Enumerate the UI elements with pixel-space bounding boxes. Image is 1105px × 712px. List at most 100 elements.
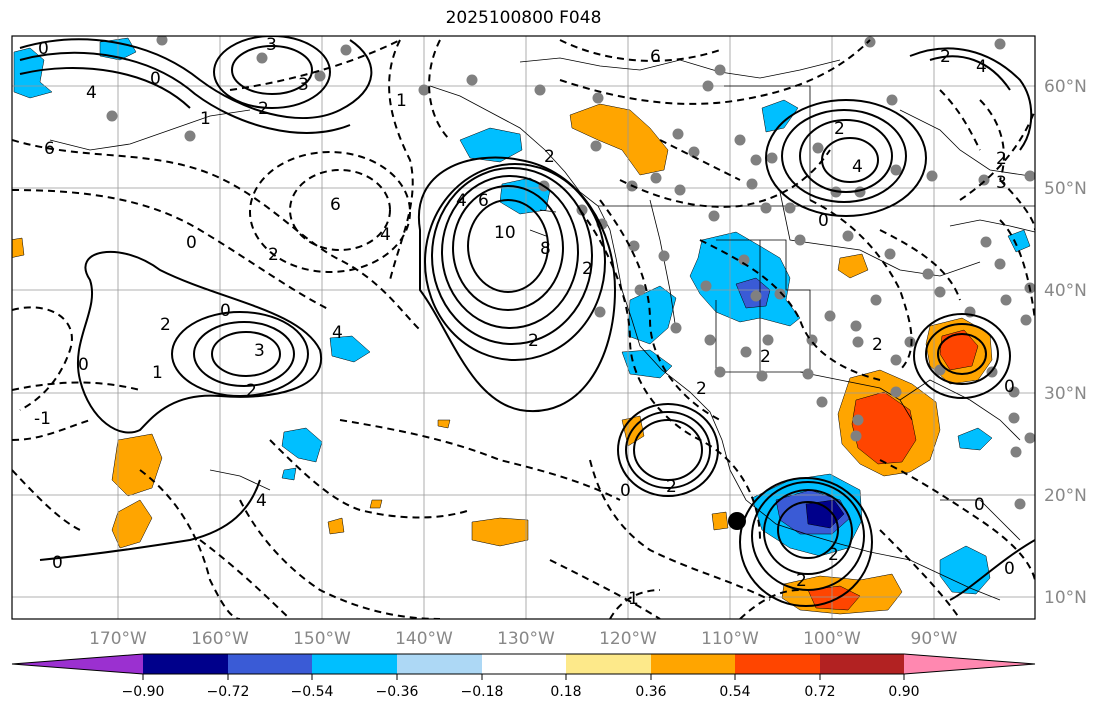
contour-label: 1 xyxy=(200,109,211,129)
colorbar: −0.90 −0.72 −0.54 −0.36 −0.18 0.18 0.36 … xyxy=(11,653,1036,700)
contour-label: 4 xyxy=(256,491,267,511)
lat-tick: 60°N xyxy=(1044,77,1087,97)
contour-label: 1 xyxy=(628,589,639,609)
shade-negative xyxy=(957,427,993,451)
contour-label: 3 xyxy=(298,75,309,95)
contour-label: 2 xyxy=(528,331,539,351)
lat-tick: 10°N xyxy=(1044,588,1087,608)
lon-tick: 100°W xyxy=(803,629,861,649)
contour-label: 2 xyxy=(582,259,593,279)
contour-label: 3 xyxy=(254,341,265,361)
contour-label: 6 xyxy=(650,47,661,67)
colorbar-segment xyxy=(651,654,735,674)
colorbar-label: 0.36 xyxy=(635,684,666,700)
colorbar-label: −0.18 xyxy=(461,684,504,700)
shade-positive xyxy=(111,433,163,497)
colorbar-segment xyxy=(397,654,482,674)
station-dots xyxy=(106,36,1035,510)
colorbar-label: −0.90 xyxy=(122,684,165,700)
contour-label: 2 xyxy=(996,149,1007,169)
lon-tick: 170°W xyxy=(89,629,147,649)
lat-tick: 20°N xyxy=(1044,486,1087,506)
shade-negative xyxy=(281,427,323,463)
contour-label: 0 xyxy=(186,233,197,253)
contour-label: 3 xyxy=(996,173,1007,193)
shade-positive xyxy=(437,419,451,429)
contour-label: 4 xyxy=(332,323,343,343)
shade-positive xyxy=(111,499,153,549)
lat-tick: 30°N xyxy=(1044,384,1087,404)
contour-label: 0 xyxy=(52,553,63,573)
contour-label: 2 xyxy=(696,379,707,399)
contour-label: 0 xyxy=(1004,377,1015,397)
contour-label: 2 xyxy=(828,545,839,565)
contour-label: 6 xyxy=(478,191,489,211)
contour-label: 0 xyxy=(150,69,161,89)
lat-tick: 40°N xyxy=(1044,281,1087,301)
shade-positive xyxy=(837,253,869,279)
contour-label: 0 xyxy=(620,481,631,501)
shade-negative xyxy=(689,231,801,327)
contour-label: 4 xyxy=(380,225,391,245)
lon-tick: 110°W xyxy=(701,629,759,649)
dashed-contours xyxy=(12,39,1035,619)
map-plot-area: 0 3 3 0 4 1 2 6 2 1 4 6 0 2 4 10 8 2 6 2… xyxy=(12,35,1035,619)
contour-label: 0 xyxy=(220,301,231,321)
lon-tick: 120°W xyxy=(599,629,657,649)
colorbar-segment xyxy=(228,654,312,674)
lon-tick: 150°W xyxy=(293,629,351,649)
lon-tick: 90°W xyxy=(911,629,958,649)
colorbar-label: 0.90 xyxy=(888,684,919,700)
contour-label: 4 xyxy=(852,157,863,177)
shade-negative xyxy=(13,47,53,99)
colorbar-segment xyxy=(820,654,904,674)
contour-label: 2 xyxy=(160,315,171,335)
coastlines xyxy=(49,57,1035,601)
lat-tick-labels: 60°N 50°N 40°N 30°N 20°N 10°N xyxy=(1044,77,1087,608)
contour-label: 3 xyxy=(266,35,277,55)
lon-tick: 130°W xyxy=(497,629,555,649)
colorbar-label: 0.18 xyxy=(550,684,581,700)
contour-label: 0 xyxy=(78,355,89,375)
shade-positive xyxy=(471,517,529,547)
contour-label: 2 xyxy=(872,335,883,355)
colorbar-label: −0.72 xyxy=(207,684,250,700)
contour-label: 4 xyxy=(976,57,987,77)
contour-label: 2 xyxy=(940,47,951,67)
colorbar-segment xyxy=(482,654,566,674)
contour-label: 10 xyxy=(494,223,516,243)
shade-negative xyxy=(621,349,673,379)
colorbar-segment xyxy=(735,654,820,674)
shade-negative xyxy=(1007,229,1031,253)
contour-label: 2 xyxy=(760,347,771,367)
contour-label: 0 xyxy=(818,211,829,231)
shade-positive xyxy=(711,511,729,531)
colorbar-label: −0.36 xyxy=(376,684,419,700)
contour-label: 2 xyxy=(246,381,257,401)
shade-negative xyxy=(459,127,523,163)
contour-label: 2 xyxy=(268,245,279,265)
contour-label: 6 xyxy=(330,195,341,215)
lon-tick: 160°W xyxy=(191,629,249,649)
colorbar-low-extend xyxy=(12,654,143,674)
contour-label: 2 xyxy=(796,571,807,591)
contour-label: 0 xyxy=(38,39,49,59)
shade-positive xyxy=(12,237,25,258)
colorbar-high-extend xyxy=(904,654,1035,674)
contour-label: 4 xyxy=(86,83,97,103)
contour-label: 2 xyxy=(666,477,677,497)
lon-tick-labels: 170°W 160°W 150°W 140°W 130°W 120°W 110°… xyxy=(89,629,958,649)
shade-negative xyxy=(281,467,297,481)
contour-label: 1 xyxy=(152,363,163,383)
lat-tick: 50°N xyxy=(1044,179,1087,199)
colorbar-label: −0.54 xyxy=(291,684,334,700)
shade-positive xyxy=(569,103,669,176)
colorbar-segment xyxy=(566,654,651,674)
map-title: 2025100800 F048 xyxy=(445,8,602,28)
solid-contours xyxy=(19,36,1035,607)
contour-label: 0 xyxy=(1004,559,1015,579)
shading-layer xyxy=(12,37,1031,615)
contour-label: 2 xyxy=(544,147,555,167)
colorbar-segment xyxy=(312,654,397,674)
